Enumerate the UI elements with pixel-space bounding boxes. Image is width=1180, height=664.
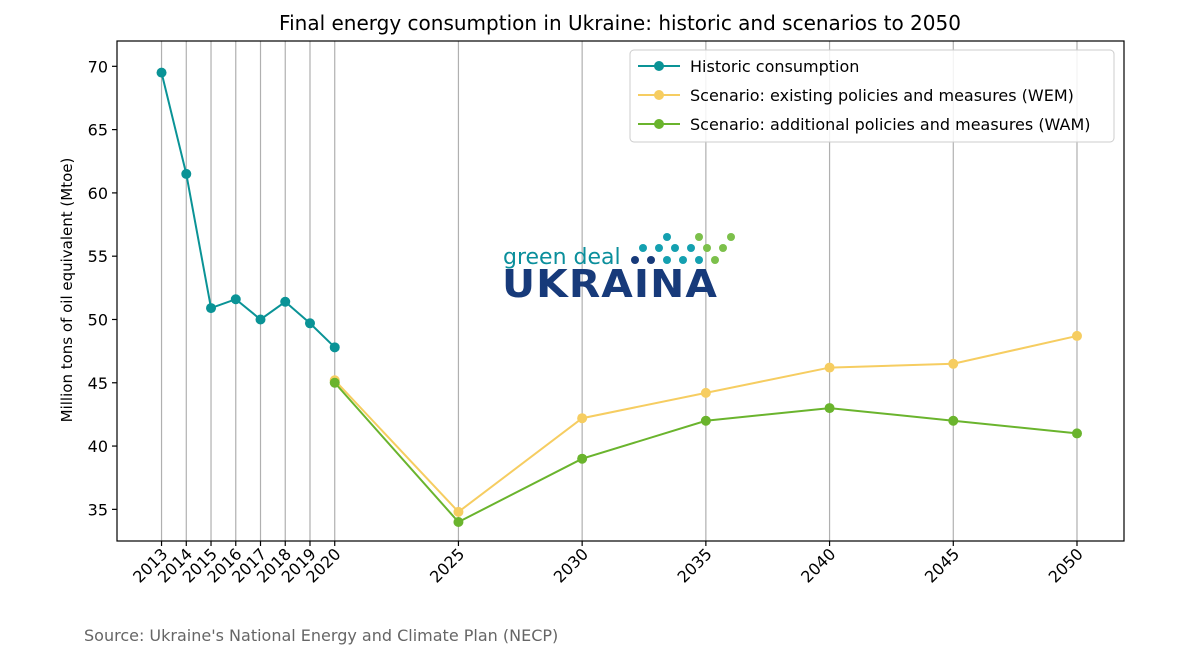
logo-dot-14 (695, 233, 703, 241)
series-3-point-2035 (700, 415, 711, 426)
series-3-point-2025 (453, 517, 464, 528)
logo-dot-9 (671, 244, 679, 252)
x-tick-label-2035: 2035 (673, 544, 715, 586)
y-axis-label: Million tons of oil equivalent (Mtoe) (58, 158, 76, 423)
logo-dot-12 (719, 244, 727, 252)
logo-dot-8 (655, 244, 663, 252)
series-1 (156, 67, 340, 353)
series-1-point-2013 (156, 67, 167, 78)
series-2-point-2030 (577, 413, 588, 424)
logo-dot-3 (663, 256, 671, 264)
y-tick-label-60: 60 (88, 184, 108, 203)
x-tick-label-2025: 2025 (426, 544, 468, 586)
y-tick-label-55: 55 (88, 247, 108, 266)
x-tick-label-2045: 2045 (921, 544, 963, 586)
series-2-point-2045 (948, 358, 959, 369)
series-1-point-2019 (304, 318, 315, 329)
logo-dot-4 (679, 256, 687, 264)
source-note: Source: Ukraine's National Energy and Cl… (84, 626, 559, 645)
logo-dot-11 (703, 244, 711, 252)
plot-frame (116, 40, 1125, 542)
series-3 (329, 377, 1082, 528)
legend-marker-2 (654, 90, 664, 100)
x-tick-label-2040: 2040 (797, 544, 839, 586)
series-2-point-2050 (1071, 330, 1082, 341)
series-1-point-2018 (280, 296, 291, 307)
legend-label-1: Historic consumption (690, 57, 859, 76)
y-tick-label-35: 35 (88, 500, 108, 519)
series-1-point-2020 (329, 342, 340, 353)
series-3-point-2045 (948, 415, 959, 426)
y-tick-label-40: 40 (88, 437, 108, 456)
series-2-point-2040 (824, 362, 835, 373)
logo-dot-2 (647, 256, 655, 264)
x-tick-label-2030: 2030 (550, 544, 592, 586)
series-2-point-2035 (700, 387, 711, 398)
legend-label-2: Scenario: existing policies and measures… (690, 86, 1074, 105)
series-3-point-2020 (329, 377, 340, 388)
logo-dot-5 (695, 256, 703, 264)
y-tick-label-45: 45 (88, 374, 108, 393)
legend-marker-1 (654, 61, 664, 71)
y-tick-label-70: 70 (88, 57, 108, 76)
legend-marker-3 (654, 119, 664, 129)
series-3-point-2040 (824, 403, 835, 414)
series-3-point-2050 (1071, 428, 1082, 439)
series-1-point-2014 (181, 168, 192, 179)
series-2-point-2025 (453, 506, 464, 517)
logo-dot-1 (631, 256, 639, 264)
logo-dot-15 (727, 233, 735, 241)
series-3-point-2030 (577, 453, 588, 464)
logo-line2: UKRAINA (502, 262, 718, 306)
series-1-point-2017 (255, 314, 266, 325)
logo-dot-7 (639, 244, 647, 252)
series-1-point-2016 (230, 294, 241, 305)
chart-title: Final energy consumption in Ukraine: his… (279, 11, 961, 35)
x-tick-label-2050: 2050 (1045, 544, 1087, 586)
series-layer (156, 67, 1082, 528)
logo-dot-10 (687, 244, 695, 252)
legend: Historic consumption Scenario: existing p… (629, 49, 1115, 143)
y-tick-label-50: 50 (88, 310, 108, 329)
series-1-point-2015 (206, 303, 217, 314)
logo-dot-13 (663, 233, 671, 241)
legend-label-3: Scenario: additional policies and measur… (690, 115, 1091, 134)
logo-dot-6 (711, 256, 719, 264)
y-axis: 35 40 45 50 55 60 65 70 (88, 57, 117, 519)
y-tick-label-65: 65 (88, 121, 108, 140)
series-line-1 (160, 72, 336, 349)
legend-box (629, 49, 1115, 143)
logo-line1: green deal (503, 245, 621, 270)
